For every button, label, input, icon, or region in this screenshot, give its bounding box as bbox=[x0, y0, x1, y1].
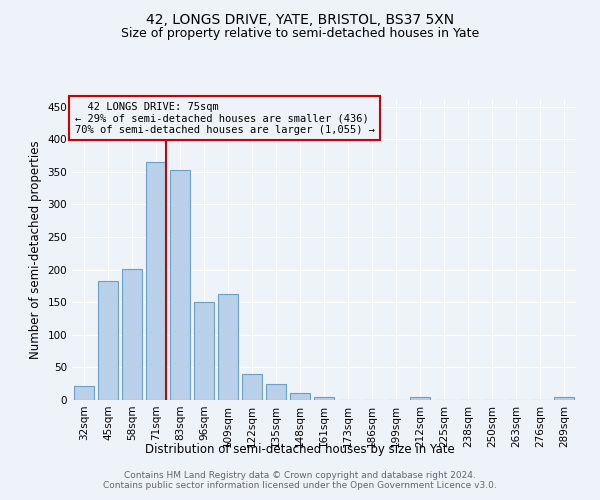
Bar bbox=[290, 394, 310, 400]
Text: Size of property relative to semi-detached houses in Yate: Size of property relative to semi-detach… bbox=[121, 28, 479, 40]
Bar bbox=[122, 269, 142, 400]
Bar bbox=[242, 374, 262, 400]
Bar bbox=[554, 398, 574, 400]
Text: 42 LONGS DRIVE: 75sqm
← 29% of semi-detached houses are smaller (436)
70% of sem: 42 LONGS DRIVE: 75sqm ← 29% of semi-deta… bbox=[74, 102, 374, 134]
Bar bbox=[146, 162, 166, 400]
Bar bbox=[266, 384, 286, 400]
Text: Distribution of semi-detached houses by size in Yate: Distribution of semi-detached houses by … bbox=[145, 442, 455, 456]
Bar bbox=[218, 294, 238, 400]
Bar bbox=[314, 396, 334, 400]
Bar bbox=[74, 386, 94, 400]
Text: Contains HM Land Registry data © Crown copyright and database right 2024.
Contai: Contains HM Land Registry data © Crown c… bbox=[103, 470, 497, 490]
Bar bbox=[410, 396, 430, 400]
Bar bbox=[194, 302, 214, 400]
Text: 42, LONGS DRIVE, YATE, BRISTOL, BS37 5XN: 42, LONGS DRIVE, YATE, BRISTOL, BS37 5XN bbox=[146, 12, 454, 26]
Bar bbox=[98, 280, 118, 400]
Bar bbox=[170, 170, 190, 400]
Y-axis label: Number of semi-detached properties: Number of semi-detached properties bbox=[29, 140, 42, 360]
